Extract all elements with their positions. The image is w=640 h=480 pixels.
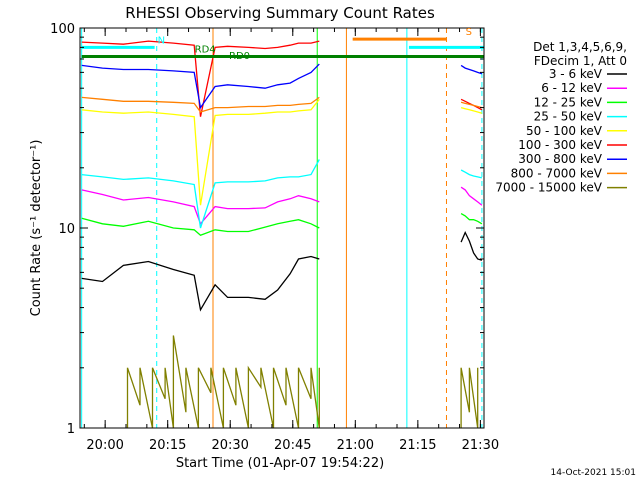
xtick-label-1: 20:15	[149, 438, 186, 453]
series-line-4-1	[460, 106, 483, 114]
y-axis-label: Count Rate (s⁻¹ detector⁻¹)	[29, 140, 44, 317]
annotation-labels: RD4 N S RD0	[158, 27, 472, 62]
series-line-0-1	[460, 230, 483, 261]
flag-label-rd0: RD0	[229, 51, 250, 62]
series-line-8-0	[126, 335, 320, 429]
xtick-label-3: 20:45	[274, 438, 311, 453]
series-line-7-1	[460, 101, 483, 109]
series-line-8-1	[460, 367, 479, 429]
legend-header-2: FDecim 1, Att 0	[534, 54, 627, 68]
xtick-label-6: 21:30	[462, 438, 499, 453]
legend-label-6: 300 - 800 keV	[518, 152, 602, 166]
series-line-7-0	[81, 96, 320, 113]
flag-label-3: S	[466, 27, 472, 38]
xtick-label-2: 20:30	[211, 438, 248, 453]
series-line-1-0	[81, 189, 320, 226]
legend-label-3: 25 - 50 keV	[534, 110, 603, 124]
flag-label-1: N	[158, 35, 165, 46]
ytick-label-2: 100	[50, 22, 75, 37]
plot-area	[81, 28, 484, 429]
xtick-label-5: 21:15	[399, 438, 436, 453]
legend-label-8: 7000 - 15000 keV	[495, 181, 602, 195]
flag-label-0: RD4	[195, 45, 216, 56]
ytick-label-0: 1	[67, 422, 75, 437]
series-line-2-1	[460, 213, 483, 225]
legend-label-4: 50 - 100 keV	[526, 124, 603, 138]
series-line-4-0	[81, 98, 320, 206]
series-line-5-0	[81, 40, 320, 117]
xtick-label-0: 20:00	[86, 438, 123, 453]
xtick-label-4: 21:00	[337, 438, 374, 453]
x-axis-ticks: 20:00 20:15 20:30 20:45 21:00 21:15 21:30	[83, 28, 499, 453]
y-axis-ticks: 1 10 100	[50, 22, 484, 437]
series-line-1-1	[460, 186, 483, 206]
legend-label-5: 100 - 300 keV	[518, 138, 602, 152]
legend-header-1: Det 1,3,4,5,6,9,	[533, 40, 627, 54]
chart-title: RHESSI Observing Summary Count Rates	[125, 4, 435, 22]
footer-date: 14-Oct-2021 15:01	[551, 468, 636, 478]
legend-label-7: 800 - 7000 keV	[511, 166, 603, 180]
legend-label-0: 3 - 6 keV	[549, 67, 603, 81]
series-line-3-0	[81, 159, 320, 229]
series-line-3-1	[460, 169, 483, 179]
x-axis-label: Start Time (01-Apr-07 19:54:22)	[176, 456, 384, 471]
legend: Det 1,3,4,5,6,9, FDecim 1, Att 0 3 - 6 k…	[495, 40, 627, 195]
legend-label-1: 6 - 12 keV	[541, 81, 603, 95]
series-line-6-1	[460, 64, 483, 75]
series-line-2-0	[81, 217, 320, 236]
legend-label-2: 12 - 25 keV	[534, 95, 603, 109]
series-line-6-0	[81, 63, 320, 110]
ytick-label-1: 10	[58, 222, 75, 237]
series-line-0-0	[81, 255, 320, 312]
